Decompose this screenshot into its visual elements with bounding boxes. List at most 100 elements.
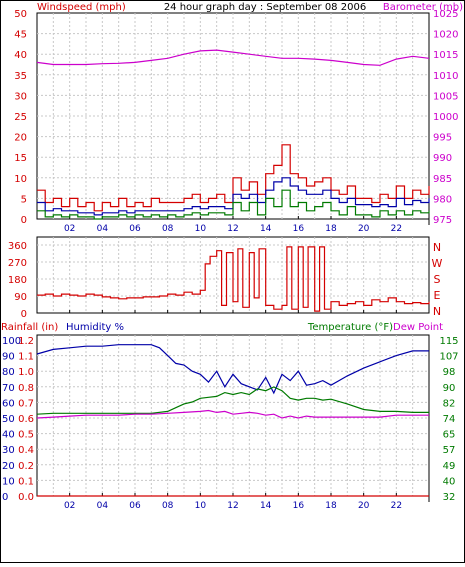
- climate-x-tick-label: 02: [64, 501, 75, 511]
- climate-x-tick-label: 20: [358, 501, 370, 511]
- dewpoint-series-line: [36, 409, 429, 419]
- direction-compass-label: N: [433, 305, 441, 318]
- barometer-y-tick-label: 1005: [433, 91, 458, 102]
- humidity-y-tick-label: 100: [2, 336, 21, 347]
- humidity-y-tick-label: 0: [2, 492, 8, 503]
- chart-title: 24 hour graph day : September 08 2006: [164, 2, 366, 13]
- barometer-y-tick-label: 1000: [433, 112, 458, 123]
- direction-compass-label: S: [434, 273, 441, 286]
- wind-x-tick-label: 08: [162, 224, 174, 234]
- rainfall-y-tick-label: 0.4: [18, 445, 34, 456]
- temperature-y-tick-label: 74: [443, 414, 456, 425]
- wind-y-tick-label: 20: [14, 133, 27, 144]
- climate-x-tick-label: 12: [227, 501, 238, 511]
- wind-x-tick-label: 18: [325, 224, 337, 234]
- direction-y-tick-label: 180: [8, 275, 27, 286]
- barometer-y-tick-label: 1015: [433, 50, 458, 61]
- humidity-series-line: [36, 344, 429, 395]
- climate-x-tick-label: 14: [260, 501, 272, 511]
- temperature-axis-label: Temperature (°F): [307, 322, 393, 333]
- humidity-axis-label: Humidity %: [66, 322, 124, 333]
- barometer-y-tick-label: 1025: [433, 9, 458, 20]
- humidity-y-tick-label: 20: [2, 461, 15, 472]
- barometer-y-tick-label: 1010: [433, 71, 458, 82]
- wind-x-tick-label: 16: [293, 224, 305, 234]
- temperature-y-tick-label: 90: [443, 383, 456, 394]
- rainfall-y-tick-label: 0.1: [18, 476, 34, 487]
- wind-x-tick-label: 10: [195, 224, 207, 234]
- dewpoint-axis-label: Dew Point: [393, 322, 443, 333]
- barometer-y-tick-label: 980: [433, 194, 452, 205]
- humidity-y-tick-label: 30: [2, 445, 15, 456]
- wind-x-tick-label: 04: [97, 224, 109, 234]
- wind-y-tick-label: 15: [14, 153, 27, 164]
- climate-x-tick-label: 22: [391, 501, 402, 511]
- direction-compass-label: E: [434, 289, 441, 302]
- wind-y-tick-label: 0: [21, 215, 27, 226]
- rainfall-y-tick-label: 0.8: [18, 383, 34, 394]
- temperature-y-tick-label: 82: [443, 398, 456, 409]
- wind-x-tick-label: 20: [358, 224, 370, 234]
- rainfall-y-tick-label: 0.5: [18, 430, 34, 441]
- barometer-y-tick-label: 995: [433, 133, 452, 144]
- rainfall-y-tick-label: 0.0: [18, 492, 34, 503]
- barometer-y-tick-label: 1020: [433, 30, 458, 41]
- temperature-y-tick-label: 40: [443, 476, 456, 487]
- barometer-y-tick-label: 985: [433, 174, 452, 185]
- wind-direction-series-line: [37, 246, 430, 312]
- direction-y-tick-label: 90: [14, 292, 27, 303]
- climate-x-tick-label: 10: [195, 501, 207, 511]
- temperature-y-tick-label: 57: [443, 445, 456, 456]
- rainfall-y-tick-label: 0.2: [18, 461, 34, 472]
- wind-x-tick-label: 22: [391, 224, 402, 234]
- barometer-axis-label: Barometer (mb): [383, 2, 463, 13]
- rainfall-y-tick-label: 0.7: [18, 398, 34, 409]
- wind-barometer-panel: 0510152025303540455097598098599099510001…: [14, 2, 463, 234]
- climate-x-tick-label: 16: [293, 501, 305, 511]
- rainfall-y-tick-label: 0.6: [18, 414, 34, 425]
- wind-y-tick-label: 50: [14, 9, 27, 20]
- wind-y-tick-label: 40: [14, 50, 27, 61]
- wind-x-tick-label: 14: [260, 224, 272, 234]
- wind-y-tick-label: 5: [21, 194, 27, 205]
- climate-x-tick-label: 08: [162, 501, 174, 511]
- rainfall-y-tick-label: 1.0: [18, 367, 34, 378]
- wind-gust-series-line: [37, 144, 430, 212]
- wind-speed-series-line: [37, 189, 430, 220]
- rainfall-axis-label: Rainfall (in): [1, 322, 58, 333]
- direction-compass-label: N: [433, 241, 441, 254]
- wind-y-tick-label: 30: [14, 91, 27, 102]
- humidity-y-tick-label: 40: [2, 430, 15, 441]
- humidity-y-tick-label: 50: [2, 414, 15, 425]
- wind-x-tick-label: 06: [129, 224, 141, 234]
- rainfall-y-tick-label: 1.2: [18, 336, 34, 347]
- humidity-y-tick-label: 10: [2, 476, 15, 487]
- wind-y-tick-label: 10: [14, 174, 27, 185]
- climate-x-tick-label: 06: [129, 501, 141, 511]
- climate-x-tick-label: 18: [325, 501, 337, 511]
- wind-y-tick-label: 45: [14, 30, 27, 41]
- temperature-y-tick-label: 115: [439, 336, 458, 347]
- direction-compass-label: W: [432, 257, 443, 270]
- temperature-y-tick-label: 107: [439, 352, 458, 363]
- barometer-series-line: [36, 49, 430, 66]
- humidity-y-tick-label: 90: [2, 352, 15, 363]
- barometer-y-tick-label: 990: [433, 153, 452, 164]
- temperature-y-tick-label: 32: [443, 492, 456, 503]
- barometer-y-tick-label: 975: [433, 215, 452, 226]
- temperature-y-tick-label: 49: [443, 461, 456, 472]
- humidity-y-tick-label: 60: [2, 398, 15, 409]
- climate-x-tick-label: 04: [97, 501, 109, 511]
- wind-axis-label: Windspeed (mph): [37, 2, 126, 13]
- temperature-y-tick-label: 65: [443, 430, 456, 441]
- wind-x-tick-label: 02: [64, 224, 75, 234]
- humidity-y-tick-label: 70: [2, 383, 15, 394]
- temperature-series-line: [36, 386, 429, 415]
- direction-y-tick-label: 360: [8, 241, 27, 252]
- wind-y-tick-label: 35: [14, 71, 27, 82]
- rainfall-y-tick-label: 1.1: [18, 352, 34, 363]
